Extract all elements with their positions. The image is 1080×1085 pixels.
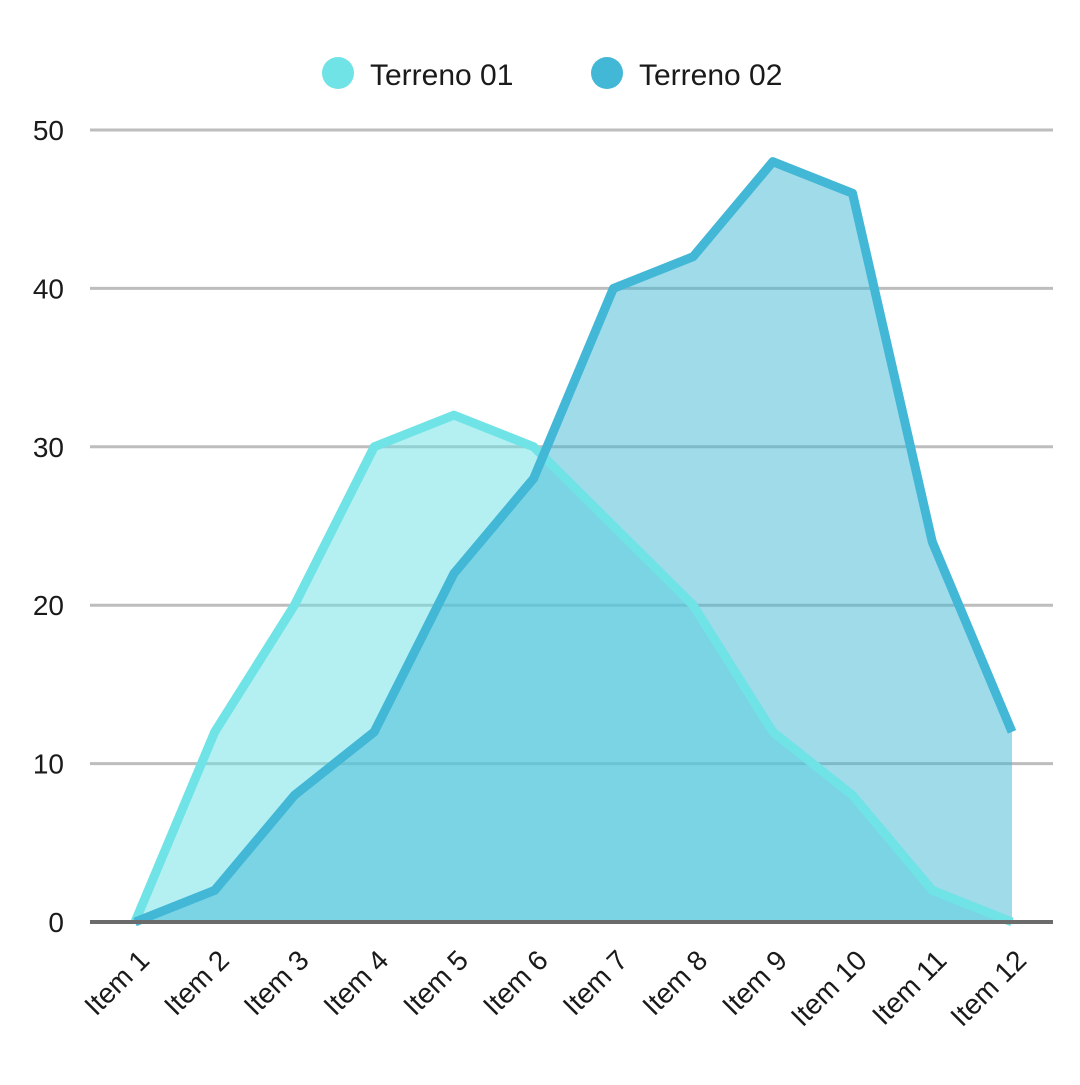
x-tick-label: Item 1 — [78, 944, 155, 1021]
legend-item: Terreno 01 — [322, 57, 513, 92]
x-tick-label: Item 7 — [557, 944, 634, 1021]
legend-item: Terreno 02 — [591, 57, 782, 92]
legend: Terreno 01 Terreno 02 — [322, 57, 782, 92]
x-tick-label: Item 10 — [785, 944, 873, 1032]
x-tick-label: Item 5 — [397, 944, 474, 1021]
x-tick-label: Item 4 — [317, 944, 394, 1021]
y-tick-label: 30 — [33, 432, 64, 463]
x-tick-label: Item 6 — [477, 944, 554, 1021]
legend-label: Terreno 02 — [639, 59, 782, 92]
area-layer — [135, 162, 1012, 922]
x-tick-label: Item 3 — [238, 944, 315, 1021]
y-tick-label: 40 — [33, 273, 64, 304]
x-tick-label: Item 2 — [158, 944, 235, 1021]
legend-swatch — [322, 57, 354, 89]
x-tick-label: Item 8 — [636, 944, 713, 1021]
x-tick-label: Item 12 — [944, 944, 1032, 1032]
y-tick-label: 0 — [48, 907, 64, 938]
y-tick-label: 10 — [33, 749, 64, 780]
legend-swatch — [591, 57, 623, 89]
y-tick-label: 50 — [33, 115, 64, 146]
x-tick-label: Item 9 — [716, 944, 793, 1021]
x-tick-label: Item 11 — [866, 944, 952, 1030]
y-tick-label: 20 — [33, 590, 64, 621]
legend-label: Terreno 01 — [370, 59, 513, 92]
